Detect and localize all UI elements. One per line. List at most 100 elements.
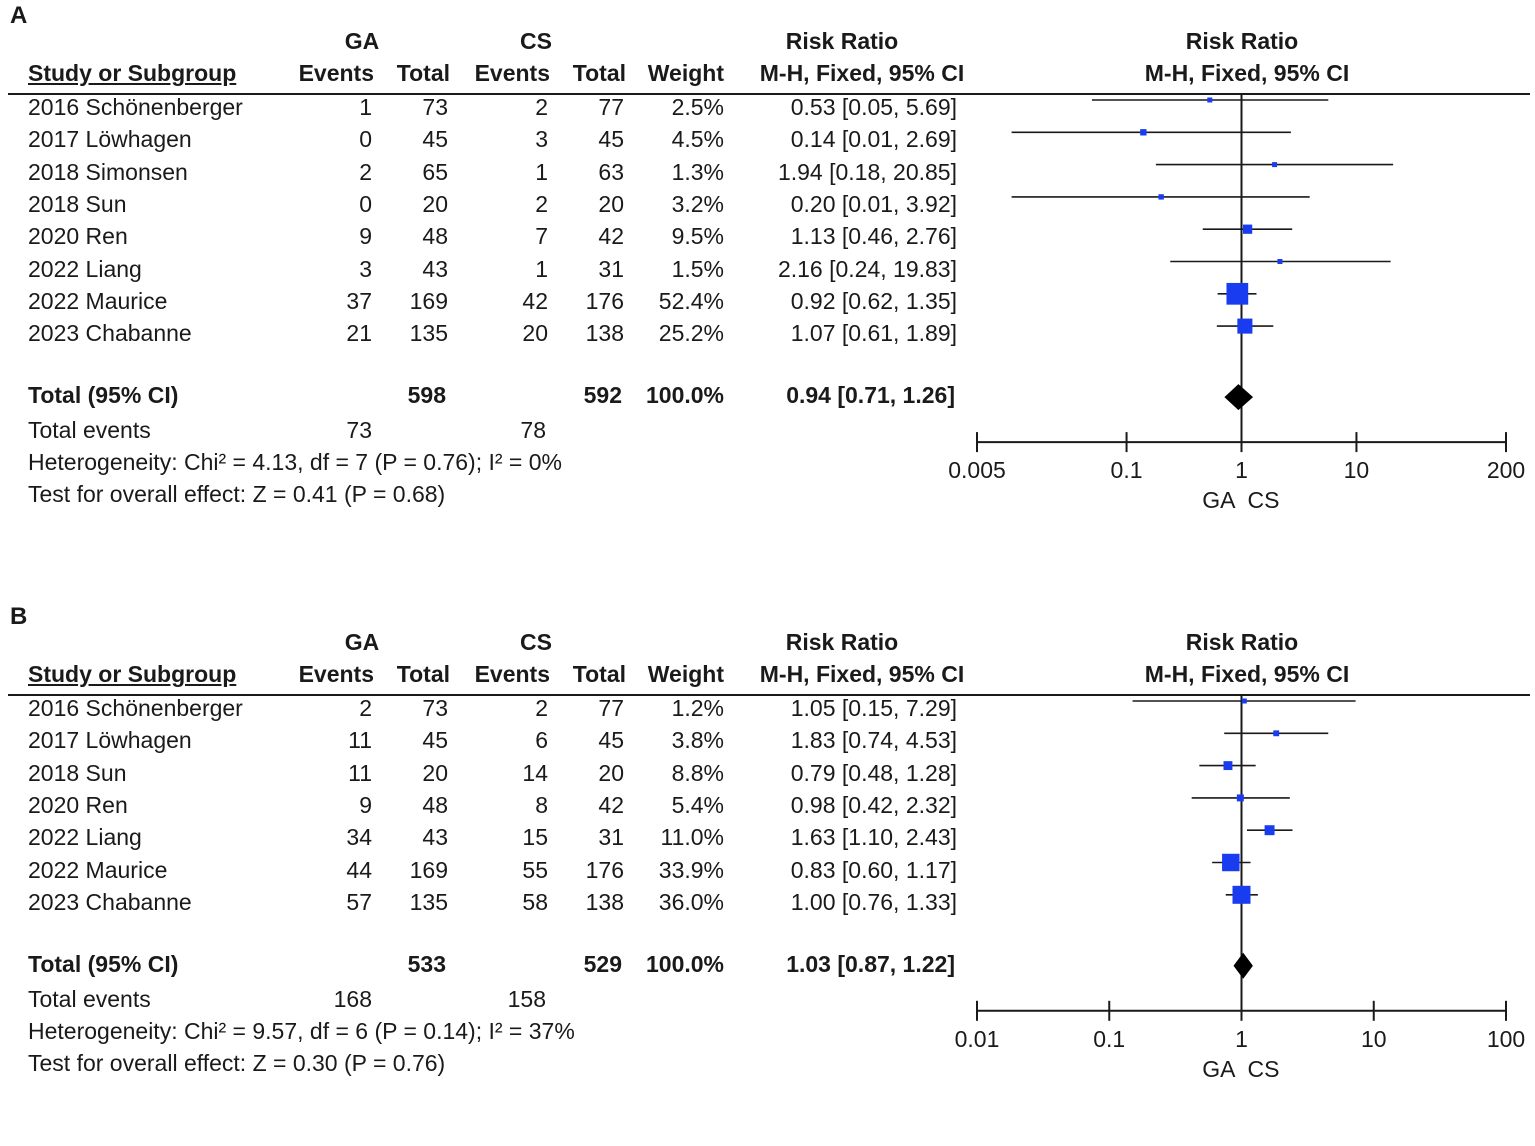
total-label: Total (95% CI) xyxy=(28,950,179,977)
ga-events: 3 xyxy=(359,255,372,282)
point-estimate-marker xyxy=(1236,794,1244,802)
ga-total: 135 xyxy=(409,888,448,915)
study-risk-ratio-ci: 0.20 [0.01, 3.92] xyxy=(790,190,957,217)
header-cs-total: Total xyxy=(572,60,626,86)
header-cs-events: Events xyxy=(474,661,550,687)
ga-total: 73 xyxy=(422,695,448,721)
study-risk-ratio-ci: 1.83 [0.74, 4.53] xyxy=(790,727,957,754)
cs-total: 20 xyxy=(598,759,624,786)
favours-right-label: CS xyxy=(1248,487,1280,513)
header-plot-risk-ratio: Risk Ratio xyxy=(1185,629,1299,655)
study-name: 2022 Liang xyxy=(28,824,142,851)
cs-events: 42 xyxy=(522,287,548,314)
ga-total: 135 xyxy=(409,320,448,347)
ga-total: 45 xyxy=(422,727,448,754)
cs-total: 176 xyxy=(585,287,624,314)
ga-total: 48 xyxy=(422,791,448,818)
cs-events: 14 xyxy=(522,759,548,786)
forest-plot: 0.01 0.1 1 10 100 GA CS xyxy=(955,696,1525,1082)
cs-events: 58 xyxy=(522,888,548,915)
study-weight: 3.8% xyxy=(671,727,724,754)
ga-total: 169 xyxy=(409,856,448,883)
cs-total: 138 xyxy=(585,320,624,347)
study-weight: 8.8% xyxy=(671,759,724,786)
heterogeneity-text: Heterogeneity: Chi² = 9.57, df = 6 (P = … xyxy=(28,1017,575,1044)
ga-events: 34 xyxy=(346,824,372,851)
header-group1: GA xyxy=(344,28,380,54)
point-estimate-marker xyxy=(1223,761,1233,771)
total-label: Total (95% CI) xyxy=(28,382,179,409)
header-rule xyxy=(8,694,1530,696)
cs-total: 42 xyxy=(598,791,624,818)
study-name: 2017 Löwhagen xyxy=(28,727,192,754)
study-risk-ratio-ci: 1.05 [0.15, 7.29] xyxy=(790,695,957,721)
x-tick-label: 0.005 xyxy=(948,457,1006,483)
ga-total: 45 xyxy=(422,126,448,153)
ga-events: 57 xyxy=(346,888,372,915)
study-weight: 4.5% xyxy=(671,126,724,153)
x-tick-label: 0.1 xyxy=(1093,1026,1125,1052)
ga-events: 9 xyxy=(359,223,372,250)
header-risk-ratio: Risk Ratio xyxy=(785,629,899,655)
heterogeneity-text: Heterogeneity: Chi² = 4.13, df = 7 (P = … xyxy=(28,449,562,476)
ga-total: 43 xyxy=(422,255,448,282)
cs-events: 15 xyxy=(522,824,548,851)
study-name: 2016 Schönenberger xyxy=(28,695,243,721)
study-weight: 1.5% xyxy=(671,255,724,282)
study-weight: 1.3% xyxy=(671,158,724,185)
study-name: 2018 Simonsen xyxy=(28,158,188,185)
point-estimate-marker xyxy=(1226,282,1249,305)
pooled-estimate-diamond xyxy=(1233,952,1253,979)
ga-events: 21 xyxy=(346,320,372,347)
study-risk-ratio-ci: 2.16 [0.24, 19.83] xyxy=(777,255,957,282)
study-risk-ratio-ci: 1.63 [1.10, 2.43] xyxy=(790,824,957,851)
point-estimate-marker xyxy=(1237,318,1253,334)
study-weight: 36.0% xyxy=(658,888,724,915)
total-risk-ratio-ci: 0.94 [0.71, 1.26] xyxy=(786,382,955,409)
header-plot-risk-ratio: Risk Ratio xyxy=(1185,28,1299,54)
cs-total: 176 xyxy=(585,856,624,883)
study-risk-ratio-ci: 1.13 [0.46, 2.76] xyxy=(790,223,957,250)
cs-total: 63 xyxy=(598,158,624,185)
header-method: M-H, Fixed, 95% CI xyxy=(759,60,965,86)
point-estimate-marker xyxy=(1232,885,1251,904)
favours-right-label: CS xyxy=(1248,1056,1280,1082)
cs-total: 31 xyxy=(598,824,624,851)
favours-left-label: GA xyxy=(1202,1056,1236,1082)
forest-plot-panel-a: A GA CS Risk Ratio Risk Ratio Study or Subgro… xyxy=(0,0,1535,545)
point-estimate-marker xyxy=(1222,853,1240,872)
x-tick-label: 100 xyxy=(1487,1026,1525,1052)
study-risk-ratio-ci: 0.98 [0.42, 2.32] xyxy=(790,791,957,818)
total-cs: 529 xyxy=(583,950,622,977)
header-study-or-subgroup: Study or Subgroup xyxy=(28,60,237,86)
study-risk-ratio-ci: 1.94 [0.18, 20.85] xyxy=(777,158,957,185)
x-tick-label: 1 xyxy=(1235,1026,1248,1052)
study-weight: 2.5% xyxy=(671,94,724,120)
header-study-or-subgroup: Study or Subgroup xyxy=(28,661,237,687)
cs-total: 77 xyxy=(598,94,624,120)
ga-total: 20 xyxy=(422,190,448,217)
overall-effect-text: Test for overall effect: Z = 0.30 (P = 0… xyxy=(28,1049,446,1076)
cs-events: 2 xyxy=(535,190,548,217)
point-estimate-marker xyxy=(1273,730,1280,737)
header-group2: CS xyxy=(520,28,552,54)
header-group2: CS xyxy=(520,629,552,655)
study-risk-ratio-ci: 1.00 [0.76, 1.33] xyxy=(790,888,957,915)
header-cs-events: Events xyxy=(474,60,550,86)
x-tick-label: 10 xyxy=(1344,457,1370,483)
x-tick-label: 200 xyxy=(1487,457,1525,483)
x-tick-label: 0.01 xyxy=(955,1026,1000,1052)
study-name: 2023 Chabanne xyxy=(28,888,192,915)
study-name: 2020 Ren xyxy=(28,223,128,250)
ga-events: 0 xyxy=(359,126,372,153)
header-weight: Weight xyxy=(647,661,724,687)
cs-events: 20 xyxy=(522,320,548,347)
x-tick-label: 10 xyxy=(1361,1026,1387,1052)
ga-events: 2 xyxy=(359,695,372,721)
point-estimate-marker xyxy=(1140,129,1147,136)
header-ga-events: Events xyxy=(298,60,374,86)
total-ga: 533 xyxy=(407,950,446,977)
ga-events: 11 xyxy=(348,759,372,786)
ga-total: 43 xyxy=(422,824,448,851)
header-risk-ratio: Risk Ratio xyxy=(785,28,899,54)
